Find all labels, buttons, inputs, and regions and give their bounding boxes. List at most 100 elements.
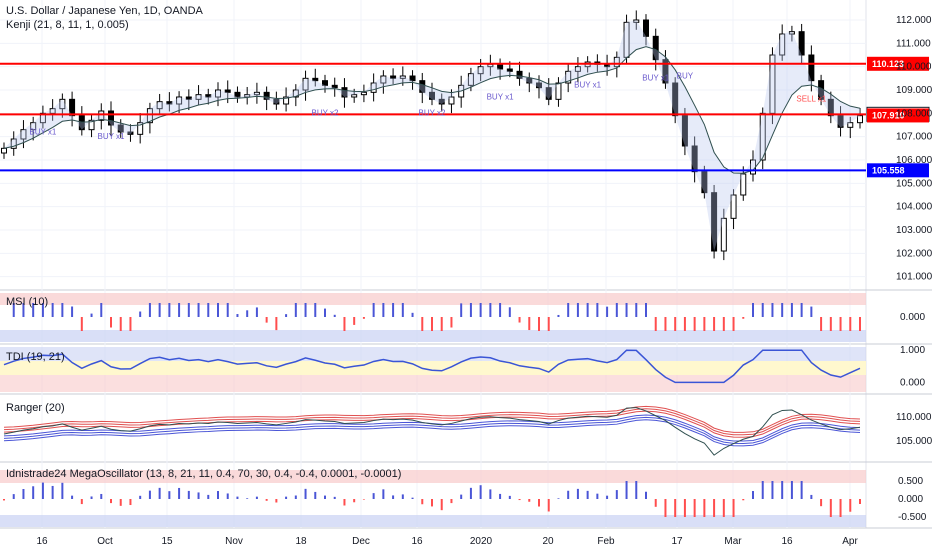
- y-tick-label: 103.000: [896, 225, 932, 236]
- candle-body: [477, 66, 484, 75]
- tdi-mid-band: [0, 361, 866, 375]
- y-tick-label: 102.000: [896, 248, 932, 259]
- ranger-lower-band: [3, 419, 861, 447]
- candle-body: [555, 82, 562, 100]
- candle-body: [779, 33, 786, 56]
- candle-body: [380, 75, 387, 84]
- candle-body: [536, 82, 542, 89]
- candle-body: [156, 101, 163, 110]
- x-tick-label: 16: [36, 536, 48, 547]
- candle-body: [322, 80, 328, 86]
- candle-body: [78, 115, 85, 131]
- price-tag: [867, 56, 929, 71]
- y-tick-label: 112.000: [896, 15, 932, 26]
- ranger-upper-band: [3, 405, 861, 433]
- candle-body: [30, 122, 37, 131]
- candle-body: [10, 138, 17, 149]
- candle-body: [526, 77, 533, 84]
- x-tick-label: 2020: [470, 536, 493, 547]
- trade-signal: BUY x1: [487, 92, 515, 101]
- tdi-upper-band: [0, 347, 866, 361]
- candle-body: [740, 173, 747, 196]
- tdi-y-tick: 1.000: [900, 345, 925, 356]
- ranger-upper-band: [3, 408, 861, 436]
- msi-upper-band: [0, 293, 866, 305]
- candle-body: [253, 91, 260, 96]
- candle-body: [643, 19, 649, 37]
- candle-body: [360, 91, 367, 96]
- mega-title: Idnistrade24 MegaOscillator (13, 8, 21, …: [6, 468, 401, 480]
- kenji-ema: [3, 46, 861, 174]
- x-tick-label: 18: [295, 536, 307, 547]
- candle-body: [215, 89, 221, 98]
- ranger-mid: [3, 407, 861, 456]
- x-tick-label: Mar: [724, 536, 742, 547]
- candle-body: [672, 82, 679, 117]
- candle-body: [166, 101, 173, 105]
- candle-body: [146, 108, 153, 124]
- candle-body: [691, 145, 698, 173]
- trade-signal: BUY x1: [574, 81, 602, 90]
- trade-signal: BUY x1: [29, 127, 57, 136]
- price-tag-label: 110.123: [872, 59, 904, 69]
- y-tick-label: 106.000: [896, 155, 932, 166]
- y-tick-label: 108.000: [896, 108, 932, 119]
- candle-body: [662, 59, 669, 84]
- x-tick-label: 15: [161, 536, 173, 547]
- candle-body: [467, 73, 474, 86]
- candle-body: [429, 91, 435, 100]
- mega-y-tick: 0.500: [898, 476, 923, 487]
- candle-body: [370, 82, 377, 93]
- candle-body: [292, 89, 299, 98]
- ranger-y-tick: 110.000: [896, 412, 932, 423]
- candle-body: [506, 68, 513, 72]
- candle-body: [108, 110, 114, 126]
- candle-body: [1, 147, 7, 154]
- price-tag: [867, 108, 929, 123]
- candle-body: [351, 94, 358, 98]
- ranger-y-tick: 105.000: [896, 436, 932, 447]
- candle-body: [331, 84, 338, 89]
- x-tick-label: Nov: [225, 536, 243, 547]
- candle-body: [681, 115, 688, 147]
- candle-body: [195, 94, 202, 100]
- mega-y-tick: -0.500: [898, 512, 927, 523]
- candle-body: [798, 31, 805, 56]
- mega-upper-band: [0, 470, 866, 483]
- candle-body: [224, 89, 231, 93]
- candle-body: [302, 77, 309, 91]
- msi-lower-band: [0, 330, 866, 342]
- ranger-lower-band: [3, 416, 861, 444]
- trade-signal: BUY x2: [312, 109, 340, 118]
- candle-body: [312, 77, 319, 82]
- x-tick-label: Dec: [352, 536, 370, 547]
- candles: [1, 10, 863, 261]
- mega-lower-band: [0, 515, 866, 527]
- tdi-line: [3, 349, 861, 384]
- y-tick-label: 109.000: [896, 85, 932, 96]
- candle-body: [847, 122, 854, 128]
- candle-body: [273, 98, 280, 105]
- candle-body: [652, 35, 659, 61]
- chart-title: U.S. Dollar / Japanese Yen, 1D, OANDA: [6, 5, 204, 17]
- candle-body: [720, 217, 727, 252]
- x-tick-label: 17: [671, 536, 683, 547]
- candle-body: [516, 70, 523, 79]
- candle-body: [399, 75, 406, 79]
- candle-body: [409, 75, 416, 82]
- candle-body: [88, 119, 95, 131]
- candle-body: [857, 115, 863, 124]
- y-tick-label: 107.000: [896, 132, 932, 143]
- candle-body: [613, 56, 620, 68]
- candle-body: [341, 87, 348, 98]
- x-tick-label: 16: [411, 536, 423, 547]
- candle-body: [565, 70, 572, 84]
- candle-body: [283, 96, 290, 105]
- y-tick-label: 110.000: [896, 62, 932, 73]
- candle-body: [117, 124, 124, 133]
- msi-y-tick: 0.000: [900, 312, 925, 323]
- trade-signal: BUY x2: [419, 109, 447, 118]
- candle-body: [20, 129, 27, 140]
- y-tick-label: 104.000: [896, 202, 932, 213]
- candle-body: [205, 94, 212, 98]
